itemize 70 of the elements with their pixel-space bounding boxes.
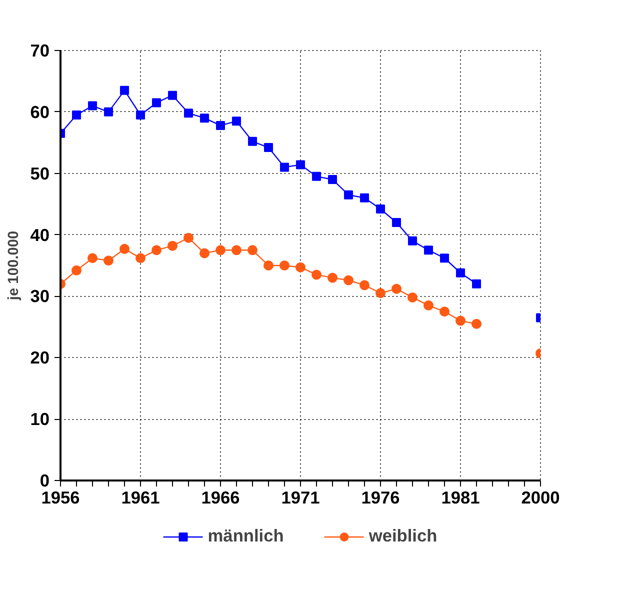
point — [280, 260, 290, 270]
point — [136, 110, 145, 120]
point — [440, 306, 450, 317]
point — [168, 240, 178, 251]
point — [248, 245, 258, 256]
point — [472, 318, 482, 329]
point — [232, 116, 241, 126]
x-tick-label: 1956 — [41, 488, 80, 508]
point — [120, 244, 130, 254]
point — [328, 175, 337, 184]
point — [216, 245, 226, 256]
point — [296, 262, 306, 272]
y-tick-label: 0 — [40, 470, 50, 490]
point — [280, 162, 289, 172]
y-tick-label: 70 — [30, 40, 50, 60]
x-tick-label: 2000 — [521, 488, 560, 508]
y-tick-label: 60 — [30, 102, 50, 122]
point — [168, 90, 177, 100]
point — [104, 107, 113, 116]
point — [232, 245, 242, 256]
point — [200, 114, 209, 123]
point — [472, 279, 481, 288]
x-tick-label: 1961 — [121, 488, 160, 508]
point — [376, 288, 386, 298]
point — [184, 232, 194, 243]
point — [216, 120, 225, 130]
x-tick-label: 1966 — [201, 488, 240, 508]
point — [88, 101, 97, 110]
point — [344, 190, 353, 200]
y-tick-label: 30 — [30, 286, 50, 306]
point — [184, 108, 193, 118]
point — [72, 265, 82, 276]
legend-label: weiblich — [368, 526, 438, 546]
point — [120, 86, 129, 95]
point — [104, 256, 114, 266]
point — [312, 172, 321, 181]
point — [72, 110, 81, 120]
legend-label: männlich — [208, 526, 284, 546]
point — [360, 193, 369, 202]
point — [392, 284, 402, 294]
point — [264, 143, 273, 152]
y-axis-title: je 100.000 — [6, 230, 22, 302]
point — [152, 98, 161, 108]
y-tick-label: 50 — [30, 163, 50, 184]
point — [408, 236, 417, 246]
point — [152, 245, 162, 256]
point — [136, 253, 146, 264]
point — [88, 253, 98, 264]
point — [424, 246, 433, 255]
point — [296, 160, 305, 170]
y-tick-label: 20 — [30, 348, 50, 368]
point — [264, 260, 274, 270]
point — [456, 268, 465, 278]
point — [344, 275, 354, 286]
x-tick-label: 1981 — [441, 488, 480, 508]
point — [408, 292, 418, 302]
point — [360, 280, 370, 290]
x-tick-label: 1971 — [281, 488, 320, 508]
point — [200, 248, 210, 258]
point — [440, 254, 449, 263]
point — [248, 136, 257, 146]
point — [376, 204, 385, 214]
point — [328, 272, 338, 283]
point — [456, 316, 466, 326]
point — [392, 218, 401, 227]
y-tick-label: 10 — [30, 409, 50, 430]
point — [424, 300, 434, 310]
y-tick-label: 40 — [30, 224, 50, 245]
point — [312, 270, 322, 280]
x-tick-label: 1976 — [361, 488, 400, 508]
